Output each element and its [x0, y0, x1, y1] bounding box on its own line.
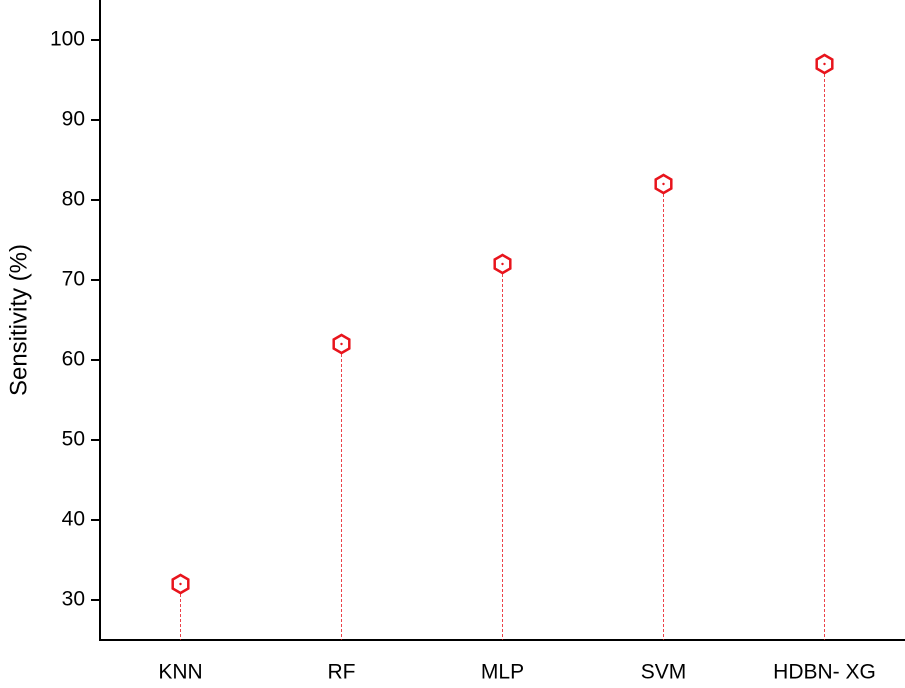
- marker-dot: [340, 342, 343, 346]
- y-tick-label: 90: [62, 108, 85, 131]
- y-tick-label: 40: [62, 508, 85, 531]
- y-axis-label: Sensitivity (%): [5, 244, 32, 396]
- x-tick-label: MLP: [481, 661, 524, 684]
- marker-dot: [823, 62, 826, 66]
- x-tick-label: SVM: [641, 661, 687, 684]
- marker-dot: [179, 582, 182, 586]
- marker-dot: [501, 262, 504, 266]
- y-tick-label: 30: [62, 588, 85, 611]
- y-tick-label: 50: [62, 428, 85, 451]
- y-tick-label: 60: [62, 348, 85, 371]
- x-tick-label: RF: [328, 661, 356, 684]
- x-tick-label: HDBN- XG: [773, 661, 876, 684]
- x-tick-label: KNN: [158, 661, 202, 684]
- marker-dot: [662, 182, 665, 186]
- y-tick-label: 100: [50, 28, 85, 51]
- y-tick-label: 70: [62, 268, 85, 291]
- y-tick-label: 80: [62, 188, 85, 211]
